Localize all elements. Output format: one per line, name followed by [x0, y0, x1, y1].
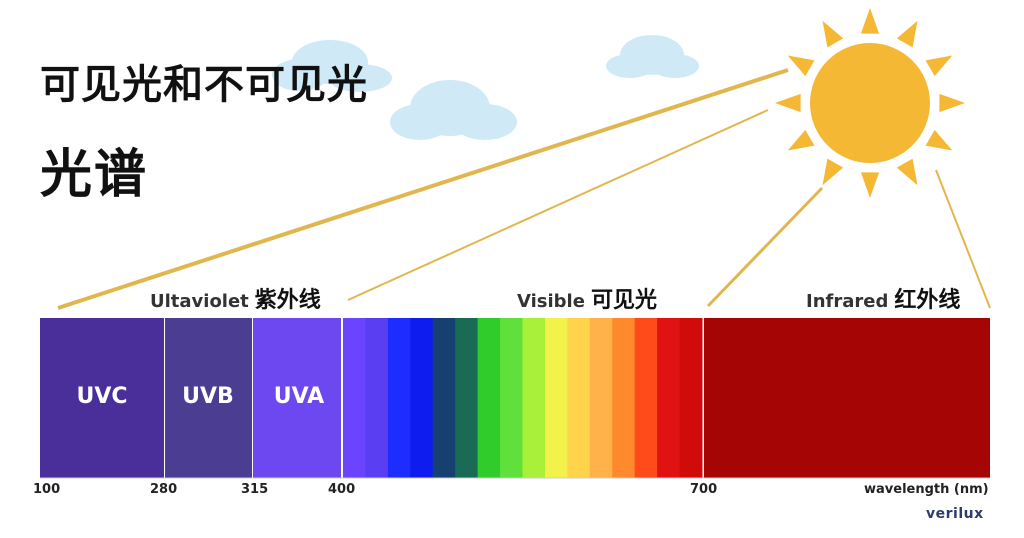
region-label-infrared-zh: 红外线 — [894, 288, 961, 313]
cloud-icon — [390, 80, 517, 140]
visible-strip — [679, 318, 703, 478]
band-infrared — [704, 318, 990, 478]
sun-ray-triangle — [860, 8, 880, 34]
sun-disc — [810, 43, 930, 163]
sun-ray-triangle — [925, 55, 953, 77]
tick-label: 280 — [150, 482, 178, 497]
sun-ray-triangle — [896, 20, 918, 48]
sun-icon — [775, 8, 965, 198]
visible-strip — [410, 318, 434, 478]
tick-label: 400 — [328, 482, 356, 497]
visible-strip — [477, 318, 501, 478]
band-label-uvc: UVC — [76, 384, 128, 409]
axis-label: wavelength (nm) — [864, 482, 989, 497]
sun-ray-triangle — [925, 129, 953, 151]
visible-strip — [387, 318, 411, 478]
region-label-visible-en: Visible — [517, 291, 585, 312]
region-label-uv: Ultaviolet 紫外线 — [150, 282, 321, 314]
band-uvc — [40, 318, 164, 478]
band-uva — [253, 318, 341, 478]
band-label-uvb: UVB — [182, 384, 234, 409]
visible-strip — [365, 318, 389, 478]
page-title: 可见光和不可见光 — [40, 62, 368, 108]
region-label-visible-zh: 可见光 — [590, 288, 657, 313]
tick-label: 700 — [690, 482, 718, 497]
sun-ray-triangle — [939, 93, 965, 113]
spectrum-bar — [40, 318, 990, 478]
region-label-uv-zh: 紫外线 — [254, 288, 321, 313]
visible-strip — [500, 318, 523, 478]
visible-strip — [567, 318, 591, 478]
tick-label: 100 — [33, 482, 61, 497]
visible-strip — [432, 318, 456, 478]
tick-label: 315 — [241, 482, 269, 497]
sun-ray-triangle — [860, 172, 880, 198]
cloud-icon — [272, 40, 392, 92]
visible-strip — [589, 318, 613, 478]
visible-strip — [544, 318, 568, 478]
visible-strip — [343, 318, 366, 478]
visible-strip — [634, 318, 658, 478]
cloud-icon — [606, 35, 699, 78]
visible-strip — [612, 318, 636, 478]
visible-strip — [657, 318, 681, 478]
region-label-infrared-en: Infrared — [806, 291, 889, 312]
sun-ray-triangle — [896, 158, 918, 186]
region-label-uv-en: Ultaviolet — [150, 291, 249, 312]
visible-strip — [455, 318, 479, 478]
visible-strip — [522, 318, 546, 478]
sun-rays — [57, 68, 991, 310]
region-label-infrared: Infrared 红外线 — [806, 282, 960, 314]
sun-ray-triangle — [822, 20, 844, 48]
sun-ray-triangle — [787, 55, 815, 77]
brand-logo: verilux — [926, 506, 984, 522]
band-uvb — [165, 318, 252, 478]
sun-ray-triangle — [822, 158, 844, 186]
band-label-uva: UVA — [273, 384, 325, 409]
sun-ray-triangle — [775, 93, 801, 113]
sun-ray-triangle — [787, 129, 815, 151]
page-subtitle: 光谱 — [40, 145, 149, 205]
region-label-visible: Visible 可见光 — [517, 282, 657, 314]
